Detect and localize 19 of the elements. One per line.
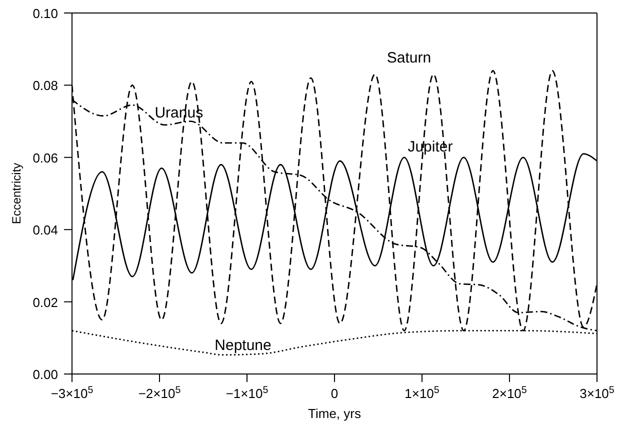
x-tick-label: −1×10$^{5}$ xyxy=(226,384,269,401)
y-tick-label: 0.10 xyxy=(32,6,58,21)
y-tick-label: 0.00 xyxy=(32,367,58,382)
y-tick-label: 0.02 xyxy=(32,294,58,310)
series-label: Uranus xyxy=(154,104,204,122)
x-axis-title: Time, yrs xyxy=(308,406,362,421)
x-tick-label: −3×10$^{5}$ xyxy=(50,384,94,401)
x-tick-label: −2×10$^{5}$ xyxy=(138,384,182,401)
x-tick-label: 3×10$^{5}$ xyxy=(580,384,615,401)
series-label: Saturn xyxy=(386,50,432,67)
y-tick-label: 0.04 xyxy=(32,222,58,238)
series-label: Neptune xyxy=(214,337,272,354)
y-axis-title: Eccentricity xyxy=(9,162,24,224)
y-tick-label: 0.08 xyxy=(32,78,58,94)
x-tick-label: 2×10$^{5}$ xyxy=(492,384,528,401)
x-tick-label: 0 xyxy=(330,386,338,401)
x-tick-label: 1×10$^{5}$ xyxy=(404,384,440,401)
series-label: Jupiter xyxy=(408,138,453,156)
y-tick-label: 0.06 xyxy=(32,150,58,166)
